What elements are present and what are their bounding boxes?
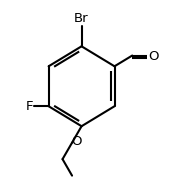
Text: O: O [148, 51, 158, 63]
Text: F: F [26, 100, 33, 113]
Text: O: O [72, 135, 82, 148]
Text: Br: Br [74, 12, 89, 25]
